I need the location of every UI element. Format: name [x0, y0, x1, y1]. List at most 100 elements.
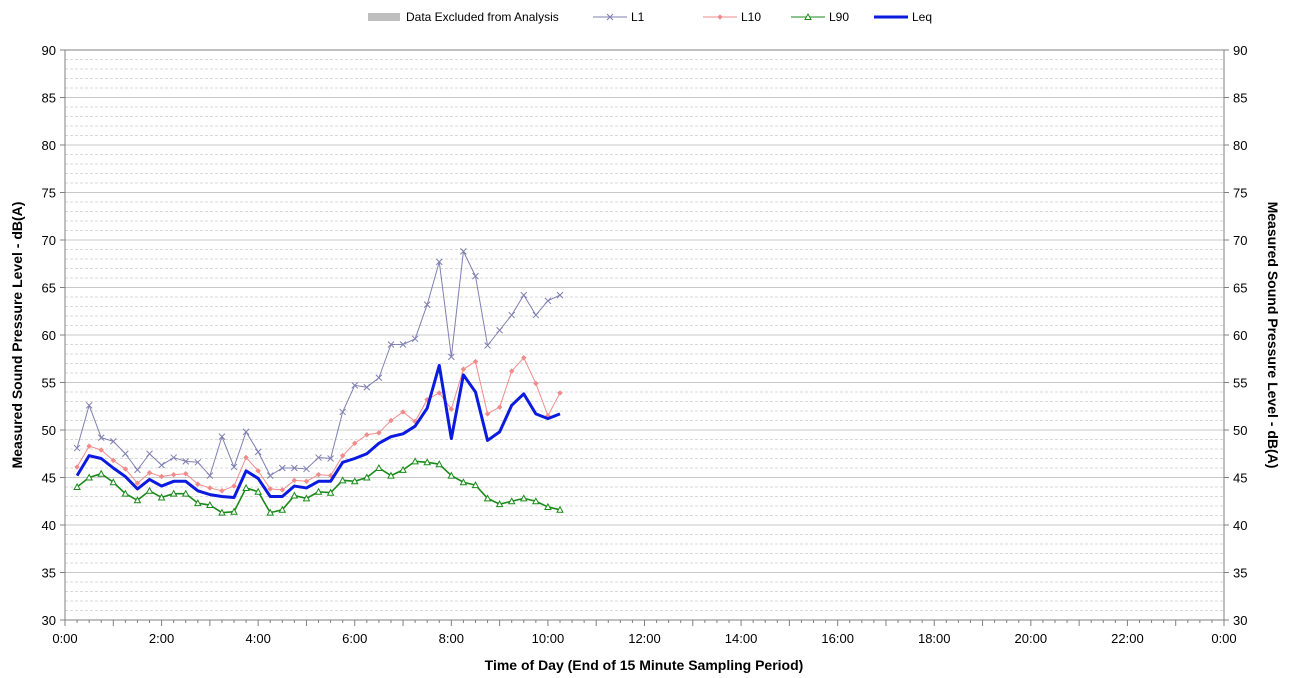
data-point-l1: [460, 248, 467, 255]
data-point-l1: [375, 374, 383, 382]
x-tick-label: 16:00: [821, 631, 854, 646]
data-point-l90: [193, 499, 202, 507]
data-point-l1: [387, 341, 395, 348]
data-point-l10: [484, 410, 491, 417]
y-tick-label-right: 70: [1233, 233, 1247, 248]
data-point-l10: [532, 380, 539, 387]
data-point-l90: [447, 471, 456, 479]
legend-item-leq: Leq: [874, 10, 932, 24]
y-tick-label-left: 65: [42, 281, 56, 296]
data-point-l1: [351, 381, 359, 389]
data-point-l90: [133, 496, 142, 504]
data-point-l10: [520, 354, 527, 361]
data-point-l10: [158, 473, 165, 480]
data-point-l1: [170, 454, 178, 461]
legend-item-l1: L1: [593, 10, 645, 24]
legend-label: L90: [829, 10, 849, 24]
x-tick-label: 0:00: [52, 631, 77, 646]
data-point-l90: [459, 478, 468, 486]
data-point-l90: [290, 491, 299, 499]
y-tick-label-right: 65: [1233, 281, 1247, 296]
data-point-l90: [362, 473, 371, 481]
y-tick-label-left: 70: [42, 233, 56, 248]
series-l10: [74, 354, 563, 494]
data-point-l90: [507, 497, 516, 505]
data-point-l10: [255, 467, 262, 474]
data-point-l90: [350, 477, 359, 485]
y-tick-label-left: 50: [42, 423, 56, 438]
data-point-l10: [110, 457, 117, 464]
series-l90: [73, 457, 564, 516]
data-point-l1: [218, 433, 226, 441]
data-point-l90: [169, 489, 178, 497]
data-point-l10: [472, 358, 479, 365]
y-tick-label-left: 90: [42, 43, 56, 58]
y-tick-label-right: 80: [1233, 138, 1247, 153]
data-point-l1: [206, 472, 214, 479]
data-point-l90: [314, 487, 323, 495]
data-point-l1: [532, 311, 540, 319]
series-line-leq: [75, 363, 561, 499]
data-point-l90: [254, 487, 263, 495]
data-point-l10: [315, 471, 322, 478]
legend-marker: [804, 12, 812, 20]
y-tick-label-left: 80: [42, 138, 56, 153]
data-point-l90: [435, 460, 444, 468]
data-point-l90: [532, 497, 540, 505]
y-tick-label-right: 30: [1233, 613, 1247, 628]
data-point-l90: [471, 481, 480, 489]
y-axis-right-title: Measured Sound Pressure Level - dB(A): [1265, 202, 1281, 469]
data-point-l90: [181, 489, 190, 497]
legend-item-l90: L90: [791, 10, 849, 24]
data-point-l90: [206, 501, 214, 509]
data-point-l90: [302, 494, 311, 502]
data-point-l1: [97, 434, 105, 441]
x-tick-label: 14:00: [725, 631, 758, 646]
y-tick-label-right: 85: [1233, 91, 1247, 106]
data-point-l10: [86, 443, 92, 450]
data-point-l10: [243, 454, 249, 461]
data-point-l10: [122, 466, 129, 472]
legend-marker: [717, 14, 723, 20]
data-point-l90: [556, 505, 564, 513]
data-point-l10: [351, 440, 358, 447]
series-leq: [75, 363, 561, 499]
data-point-l90: [375, 463, 383, 471]
data-point-l90: [326, 488, 335, 496]
data-point-l1: [122, 450, 129, 458]
data-point-l1: [423, 301, 431, 308]
data-point-l10: [388, 417, 394, 424]
data-point-l1: [496, 326, 503, 334]
data-point-l90: [230, 507, 238, 515]
data-point-l90: [519, 494, 528, 502]
y-tick-label-left: 30: [42, 613, 56, 628]
data-point-l10: [400, 409, 406, 415]
y-tick-label-right: 60: [1233, 328, 1247, 343]
y-tick-label-left: 40: [42, 518, 56, 533]
data-point-l10: [303, 478, 310, 485]
series-lines: [73, 248, 564, 516]
data-point-l90: [544, 502, 552, 510]
data-point-l10: [496, 404, 503, 411]
data-point-l10: [363, 431, 370, 438]
y-axis-left-ticks: 30 35 40 45 50 55 60 65 70 75 80 85 90: [42, 43, 65, 628]
legend-label: L10: [741, 10, 761, 24]
data-point-l1: [363, 383, 371, 391]
x-tick-label: 6:00: [342, 631, 367, 646]
y-tick-label-right: 45: [1233, 471, 1247, 486]
data-point-l1: [134, 466, 141, 474]
data-point-l10: [207, 485, 213, 491]
data-point-l1: [291, 464, 298, 472]
data-point-l1: [303, 465, 310, 473]
data-point-l1: [327, 455, 334, 462]
y-axis-right-ticks: 30 35 40 45 50 55 60 65 70 75 80 85 90: [1224, 43, 1247, 628]
series-l1: [73, 248, 564, 479]
data-point-l1: [508, 311, 516, 319]
data-point-l90: [109, 478, 118, 486]
x-tick-label: 10:00: [532, 631, 565, 646]
data-point-l90: [387, 471, 395, 479]
data-point-l1: [278, 464, 286, 472]
data-point-l1: [472, 272, 479, 280]
data-point-l1: [544, 297, 552, 305]
